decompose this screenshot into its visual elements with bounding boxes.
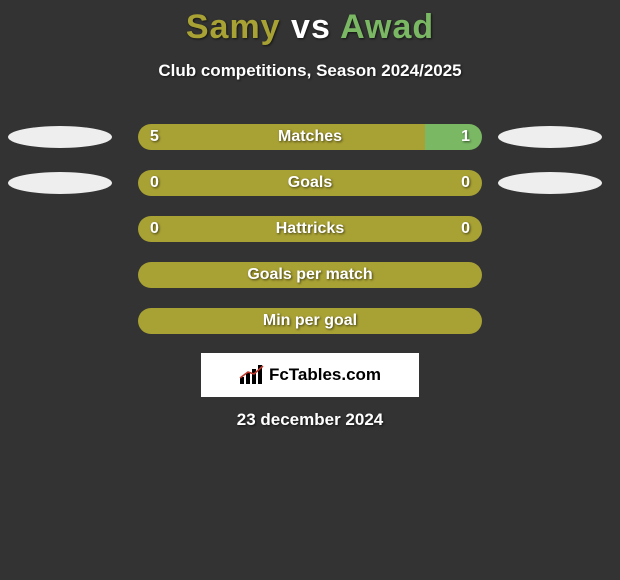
player1-badge bbox=[8, 126, 112, 148]
logo-text: FcTables.com bbox=[269, 365, 381, 385]
stat-row: Min per goal bbox=[0, 308, 620, 334]
player2-badge bbox=[498, 172, 602, 194]
stats-rows: 51Matches00Goals00HattricksGoals per mat… bbox=[0, 124, 620, 354]
stat-left-value: 0 bbox=[150, 216, 159, 242]
page-title: Samy vs Awad bbox=[0, 0, 620, 47]
stat-left-value: 0 bbox=[150, 170, 159, 196]
stat-row: 00Hattricks bbox=[0, 216, 620, 242]
player2-badge bbox=[498, 126, 602, 148]
player1-badge bbox=[8, 172, 112, 194]
bars-icon bbox=[239, 365, 265, 385]
bar-left-fill bbox=[138, 262, 482, 288]
player2-name: Awad bbox=[340, 8, 434, 46]
logo: FcTables.com bbox=[239, 365, 381, 385]
player1-name: Samy bbox=[186, 8, 281, 46]
date-text: 23 december 2024 bbox=[0, 410, 620, 430]
stat-bar: 51Matches bbox=[138, 124, 482, 150]
stat-left-value: 5 bbox=[150, 124, 159, 150]
stat-bar: Goals per match bbox=[138, 262, 482, 288]
logo-box: FcTables.com bbox=[201, 353, 419, 397]
bar-left-fill bbox=[138, 308, 482, 334]
stat-row: 51Matches bbox=[0, 124, 620, 150]
bar-right-fill bbox=[425, 124, 482, 150]
stat-right-value: 0 bbox=[461, 216, 470, 242]
bar-left-fill bbox=[138, 216, 482, 242]
stat-right-value: 1 bbox=[461, 124, 470, 150]
stat-row: Goals per match bbox=[0, 262, 620, 288]
subtitle: Club competitions, Season 2024/2025 bbox=[0, 61, 620, 81]
stat-bar: Min per goal bbox=[138, 308, 482, 334]
bar-left-fill bbox=[138, 170, 482, 196]
stat-bar: 00Goals bbox=[138, 170, 482, 196]
stat-row: 00Goals bbox=[0, 170, 620, 196]
stat-right-value: 0 bbox=[461, 170, 470, 196]
bar-left-fill bbox=[138, 124, 425, 150]
stat-bar: 00Hattricks bbox=[138, 216, 482, 242]
vs-label: vs bbox=[291, 8, 331, 46]
